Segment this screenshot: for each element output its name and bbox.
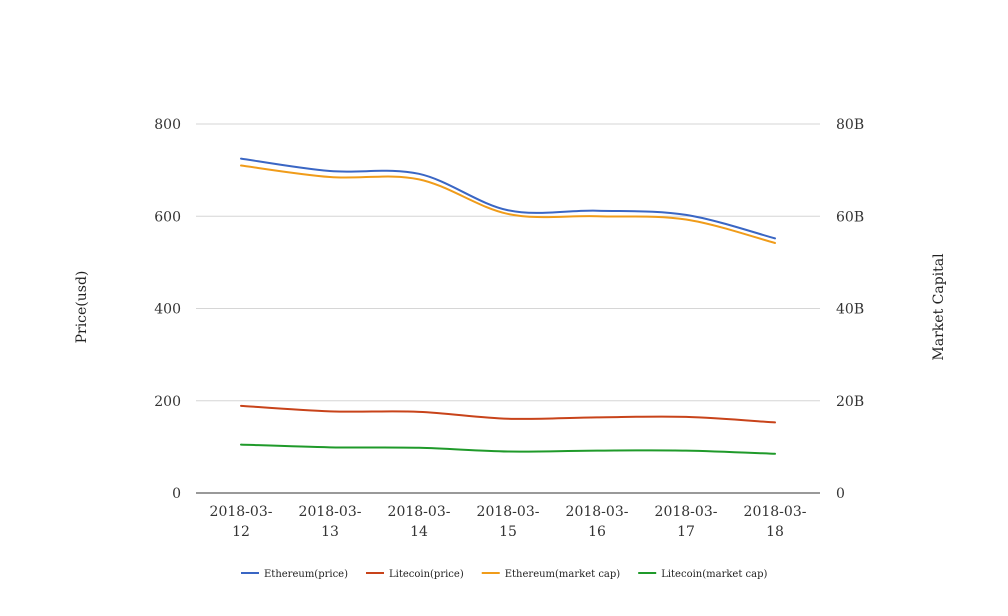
- y-tick-label-left: 400: [154, 302, 181, 318]
- y-tick-label-left: 200: [154, 394, 181, 410]
- legend-item-ethereum-market-cap[interactable]: Ethereum(market cap): [481, 569, 621, 580]
- x-tick-label: 2018-03-18: [744, 504, 807, 540]
- y-tick-label-right: 80B: [836, 117, 864, 133]
- legend-label: Ethereum(market cap): [505, 569, 621, 580]
- legend-item-litecoin-market-cap[interactable]: Litecoin(market cap): [638, 569, 767, 580]
- legend-item-litecoin-price[interactable]: Litecoin(price): [365, 569, 464, 580]
- y-tick-label-right: 40B: [836, 302, 864, 318]
- legend: Ethereum(price) Litecoin(price) Ethereum(m…: [241, 569, 767, 580]
- series-layer: [240, 157, 776, 455]
- y-tick-label-right: 20B: [836, 394, 864, 410]
- y-axis-title-left: Price(usd): [74, 271, 90, 344]
- y-tick-label-left: 600: [154, 209, 181, 225]
- legend-item-ethereum-price[interactable]: Ethereum(price): [241, 569, 348, 580]
- x-tick-label: 2018-03-13: [299, 504, 362, 540]
- series-line-ethereum-price: [240, 157, 776, 240]
- legend-label: Litecoin(price): [389, 569, 464, 580]
- x-tick-label: 2018-03-12: [210, 504, 273, 540]
- tick-layer: 0 0 200 20B 400 40B 600 60B 800 80B 2018-03-12 2018…: [154, 117, 864, 540]
- grid-layer: [196, 123, 820, 494]
- y-axis-title-right: Market Capital: [931, 253, 947, 361]
- y-tick-label-right: 0: [836, 486, 845, 502]
- series-line-litecoin-market-cap: [240, 443, 776, 455]
- x-tick-label: 2018-03-16: [566, 504, 629, 540]
- y-tick-label-right: 60B: [836, 209, 864, 225]
- legend-label: Litecoin(market cap): [661, 569, 767, 580]
- series-line-litecoin-price: [240, 404, 776, 424]
- x-tick-label: 2018-03-14: [388, 504, 451, 540]
- y-tick-label-left: 0: [172, 486, 181, 502]
- x-tick-label: 2018-03-15: [477, 504, 540, 540]
- y-tick-label-left: 800: [154, 117, 181, 133]
- x-tick-label: 2018-03-17: [655, 504, 718, 540]
- series-line-ethereum-market-cap: [240, 164, 776, 245]
- legend-label: Ethereum(price): [264, 569, 348, 580]
